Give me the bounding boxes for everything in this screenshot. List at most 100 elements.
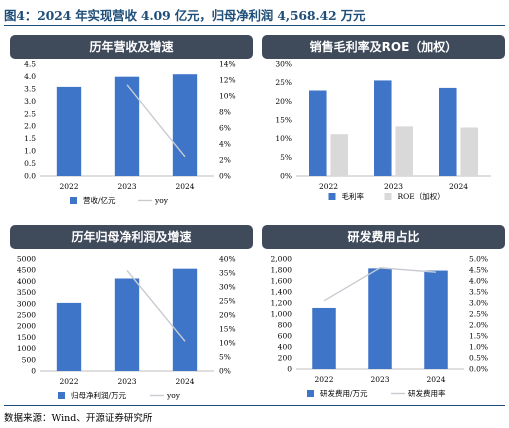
- y-right-tick-label: 5%: [219, 353, 231, 362]
- y-left-tick-label: 20%: [275, 97, 292, 106]
- bar-2024-primary: [424, 270, 448, 369]
- y-left-tick-label: 4.0: [24, 72, 36, 81]
- y-right-tick-label: 8%: [219, 108, 231, 117]
- legend-label: 毛利率: [342, 191, 365, 201]
- y-left-tick-label: 400: [278, 343, 293, 352]
- y-left-tick-label: 1000: [17, 344, 36, 353]
- y-right-tick-label: 4.0%: [469, 277, 488, 286]
- panel-title-revenue: 历年营收及增速: [10, 35, 253, 59]
- x-tick-label-2023: 2023: [384, 182, 403, 191]
- bar-2022-primary: [312, 307, 336, 369]
- y-right-tick-label: 3.5%: [469, 288, 488, 297]
- y-right-tick-label: 10%: [219, 92, 236, 101]
- y-right-tick-label: 4%: [219, 140, 231, 149]
- y-right-tick-label: 1.5%: [469, 332, 488, 341]
- y-right-tick-label: 30%: [219, 283, 236, 292]
- y-left-tick-label: 1,800: [271, 266, 293, 275]
- legend-swatch-ROE（加权）: [384, 193, 392, 200]
- y-left-tick-label: 0: [287, 365, 292, 374]
- panel-title-margin-roe: 销售毛利率及ROE（加权）: [262, 35, 505, 59]
- x-tick-label-2022: 2022: [319, 182, 338, 191]
- y-left-tick-label: 30%: [275, 60, 292, 69]
- y-left-tick-label: 10%: [275, 134, 292, 143]
- bar-2022-primary: [56, 302, 82, 371]
- x-tick-label-2023: 2023: [117, 182, 136, 191]
- y-right-tick-label: 25%: [219, 297, 236, 306]
- y-left-tick-label: 0.0: [24, 172, 36, 181]
- y-right-tick-label: 14%: [219, 60, 236, 69]
- y-right-tick-label: 0.0%: [469, 365, 488, 374]
- y-left-tick-label: 4000: [17, 277, 36, 286]
- y-left-tick-label: 1.0: [24, 147, 36, 156]
- x-tick-label-2023: 2023: [370, 375, 389, 384]
- legend-swatch-毛利率: [328, 193, 336, 200]
- bar-2023-primary: [368, 268, 392, 369]
- y-left-tick-label: 1.5: [24, 134, 36, 143]
- y-right-tick-label: 15%: [219, 325, 236, 334]
- y-left-tick-label: 800: [278, 321, 293, 330]
- legend-label: yoy: [154, 196, 169, 205]
- y-right-tick-label: 0.5%: [469, 354, 488, 363]
- y-left-tick-label: 0.5: [24, 159, 36, 168]
- bar-2022-secondary: [330, 134, 348, 176]
- y-left-tick-label: 5000: [17, 255, 36, 264]
- legend-swatch-营收/亿元: [70, 197, 77, 204]
- bar-2023-primary: [374, 80, 392, 176]
- series-line-yoy: [126, 84, 186, 158]
- y-right-tick-label: 6%: [219, 124, 231, 133]
- x-tick-label-2023: 2023: [117, 377, 136, 386]
- bar-2023-secondary: [395, 126, 413, 176]
- figure-title: 图4：2024 年实现营收 4.09 亿元，归母净利润 4,568.42 万元: [4, 8, 366, 23]
- legend-label: ROE（加权）: [398, 191, 445, 201]
- source-note: 数据来源：Wind、开源证券研究所: [4, 413, 153, 424]
- y-left-tick-label: 1,600: [271, 277, 293, 286]
- legend-label: 归母净利润/万元: [71, 390, 127, 400]
- x-tick-label-2024: 2024: [175, 182, 194, 191]
- x-tick-label-2022: 2022: [59, 377, 78, 386]
- y-left-tick-label: 2.0: [24, 122, 36, 131]
- legend-label: 研发费用率: [408, 388, 446, 398]
- panel-title-net-profit: 历年归母净利润及增速: [10, 225, 253, 249]
- x-tick-label-2024: 2024: [449, 182, 468, 191]
- legend-swatch-归母净利润/万元: [58, 392, 65, 399]
- y-right-tick-label: 40%: [219, 255, 236, 264]
- y-left-tick-label: 2,000: [271, 255, 293, 264]
- y-left-tick-label: 4500: [17, 266, 36, 275]
- y-left-tick-label: 500: [22, 355, 37, 364]
- y-left-tick-label: 0: [31, 367, 36, 376]
- y-left-tick-label: 1500: [17, 333, 36, 342]
- legend-label: 研发费用/万元: [320, 388, 368, 398]
- y-left-tick-label: 3500: [17, 288, 36, 297]
- series-line-yoy: [126, 270, 186, 342]
- y-right-tick-label: 5.0%: [469, 255, 488, 264]
- bar-2023-primary: [114, 76, 140, 176]
- bar-2024-primary: [172, 268, 198, 371]
- y-right-tick-label: 2.5%: [469, 310, 488, 319]
- y-right-tick-label: 0%: [219, 367, 231, 376]
- y-right-tick-label: 12%: [219, 76, 236, 85]
- y-left-tick-label: 5%: [280, 153, 292, 162]
- x-tick-label-2024: 2024: [175, 377, 194, 386]
- x-tick-label-2022: 2022: [314, 375, 333, 384]
- y-right-tick-label: 20%: [219, 311, 236, 320]
- y-left-tick-label: 3.0: [24, 97, 36, 106]
- y-left-tick-label: 1,200: [271, 299, 293, 308]
- legend-label: yoy: [166, 391, 181, 400]
- y-right-tick-label: 3.0%: [469, 299, 488, 308]
- x-tick-label-2024: 2024: [426, 375, 445, 384]
- y-left-tick-label: 600: [278, 332, 293, 341]
- series-line-研发费用率: [323, 267, 437, 302]
- y-left-tick-label: 4.5: [24, 60, 36, 69]
- x-tick-label-2022: 2022: [59, 182, 78, 191]
- y-right-tick-label: 10%: [219, 339, 236, 348]
- y-right-tick-label: 4.5%: [469, 266, 488, 275]
- bar-2022-primary: [309, 90, 327, 176]
- legend-swatch-研发费用/万元: [307, 390, 314, 397]
- title-rule: [4, 25, 505, 26]
- bar-2024-secondary: [460, 127, 478, 176]
- y-right-tick-label: 0%: [219, 172, 231, 181]
- y-left-tick-label: 1,000: [271, 310, 293, 319]
